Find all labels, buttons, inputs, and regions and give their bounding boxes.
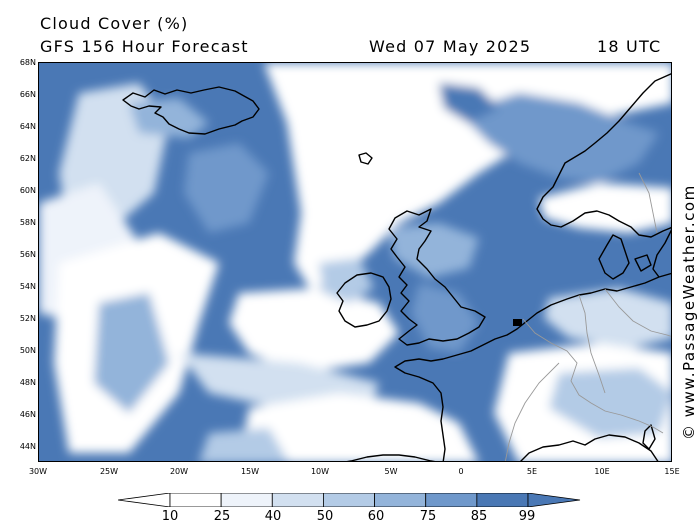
lat-label: 54N xyxy=(19,282,36,291)
lon-label: 5W xyxy=(384,467,398,476)
legend-arrow-low xyxy=(118,493,171,507)
legend-swatch xyxy=(169,493,222,507)
lon-label: 15E xyxy=(664,467,680,476)
lat-label: 66N xyxy=(19,90,36,99)
sweden-coastline xyxy=(652,229,671,278)
legend-label: 85 xyxy=(470,509,488,524)
lon-label: 20W xyxy=(169,467,189,476)
lat-label: 64N xyxy=(19,122,36,131)
map-canvas xyxy=(39,63,671,461)
lat-label: 58N xyxy=(19,218,36,227)
mediterranean-coastline xyxy=(520,434,659,461)
danish-islands xyxy=(634,254,652,272)
faroe-islands xyxy=(358,152,373,165)
forecast-subtitle: GFS 156 Hour Forecast xyxy=(40,37,249,56)
color-legend xyxy=(118,493,581,507)
legend-swatch xyxy=(323,493,375,507)
norway-coastline xyxy=(536,73,671,238)
coastlines xyxy=(122,73,671,461)
continental-coastline xyxy=(394,272,671,461)
lat-label: 56N xyxy=(19,250,36,259)
lon-label: 10E xyxy=(594,467,610,476)
legend-label: 40 xyxy=(264,509,282,524)
forecast-date: Wed 07 May 2025 xyxy=(369,37,532,56)
lat-label: 68N xyxy=(19,58,36,67)
legend-label: 75 xyxy=(419,509,437,524)
legend-swatch xyxy=(220,493,273,507)
legend-arrow-high xyxy=(527,493,581,507)
lon-label: 25W xyxy=(99,467,119,476)
lon-label: 30W xyxy=(28,467,48,476)
lon-label: 10W xyxy=(310,467,330,476)
legend-label: 99 xyxy=(518,509,536,524)
ireland-coastline xyxy=(336,272,392,328)
cloud-cover-map xyxy=(38,62,672,462)
site-credit: © www.PassageWeather.com xyxy=(680,184,698,440)
legend-swatch xyxy=(374,493,427,507)
lat-label: 62N xyxy=(19,154,36,163)
lon-label: 0 xyxy=(458,467,464,476)
legend-label: 25 xyxy=(213,509,231,524)
country-borders xyxy=(504,172,671,461)
legend-swatch xyxy=(425,493,478,507)
cloud-field xyxy=(39,63,671,461)
legend-swatch xyxy=(476,493,529,507)
map-title: Cloud Cover (%) xyxy=(40,14,189,33)
iceland-coastline xyxy=(122,86,260,135)
legend-label: 50 xyxy=(316,509,334,524)
lat-label: 44N xyxy=(19,442,36,451)
denmark-coastline xyxy=(598,234,630,280)
forecast-time: 18 UTC xyxy=(597,37,662,56)
lon-label: 15W xyxy=(240,467,260,476)
lat-label: 52N xyxy=(19,314,36,323)
lat-label: 48N xyxy=(19,378,36,387)
legend-swatches xyxy=(169,493,529,507)
lat-label: 60N xyxy=(19,186,36,195)
legend-label: 60 xyxy=(367,509,385,524)
ijsselmeer-marker xyxy=(513,319,522,326)
legend-label: 10 xyxy=(161,509,179,524)
lat-label: 50N xyxy=(19,346,36,355)
lat-label: 46N xyxy=(19,410,36,419)
legend-swatch xyxy=(271,493,324,507)
great-britain-coastline xyxy=(388,208,486,346)
lon-label: 5E xyxy=(526,467,538,476)
iberia-north-coastline xyxy=(346,454,436,461)
